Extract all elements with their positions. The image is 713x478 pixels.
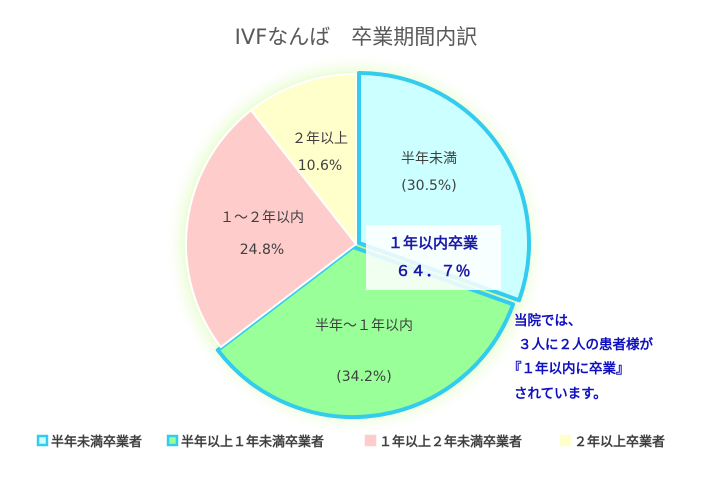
legend-label-half-to-one-year: 半年以上１年未満卒業者 (181, 434, 324, 450)
inner-summary-line1: １年以内卒業 (388, 234, 479, 252)
slice-label-one-to-two-years: １～２年以内 (220, 210, 304, 226)
legend-swatch-half-to-one-year (166, 434, 179, 447)
slice-value-half-to-one-year: (34.2%) (336, 369, 391, 385)
slice-label-under-half-year: 半年未満 (401, 151, 457, 167)
note-line-3: 『１年以内に卒業』 (508, 360, 630, 377)
slice-value-over-two-years: 10.6% (298, 158, 342, 174)
slice-label-half-to-one-year: 半年～１年以内 (315, 318, 413, 334)
note-text: 当院では、 ３人に２人の患者様が 『１年以内に卒業』 されています。 (508, 312, 653, 402)
inner-summary-box: １年以内卒業 ６４．７％ (366, 225, 501, 290)
pie-slice-one-to-two-years (185, 109, 357, 349)
inner-summary-line2: ６４．７％ (395, 262, 470, 280)
legend-label-over-two-years: ２年以上卒業者 (574, 434, 665, 450)
legend-swatch-one-to-two-years (364, 434, 377, 447)
slice-value-under-half-year: (30.5%) (401, 178, 456, 194)
pie-slice-over-two-years (250, 73, 357, 245)
slice-label-over-two-years: ２年以上 (292, 131, 348, 147)
legend-swatch-over-two-years (559, 434, 572, 447)
chart-legend: 半年未満卒業者 半年以上１年未満卒業者 １年以上２年未満卒業者 ２年以上卒業者 (36, 434, 665, 450)
note-line-2: ３人に２人の患者様が (518, 336, 653, 353)
slice-value-one-to-two-years: 24.8% (240, 242, 284, 258)
legend-label-one-to-two-years: １年以上２年未満卒業者 (379, 434, 522, 450)
note-line-1: 当院では、 (514, 312, 582, 329)
note-line-4: されています。 (514, 386, 607, 402)
chart-title: IVFなんば 卒業期間内訳 (235, 25, 478, 49)
inner-summary-background (366, 225, 501, 290)
legend-label-under-half-year: 半年未満卒業者 (51, 434, 142, 450)
legend-swatch-under-half-year (36, 434, 49, 447)
